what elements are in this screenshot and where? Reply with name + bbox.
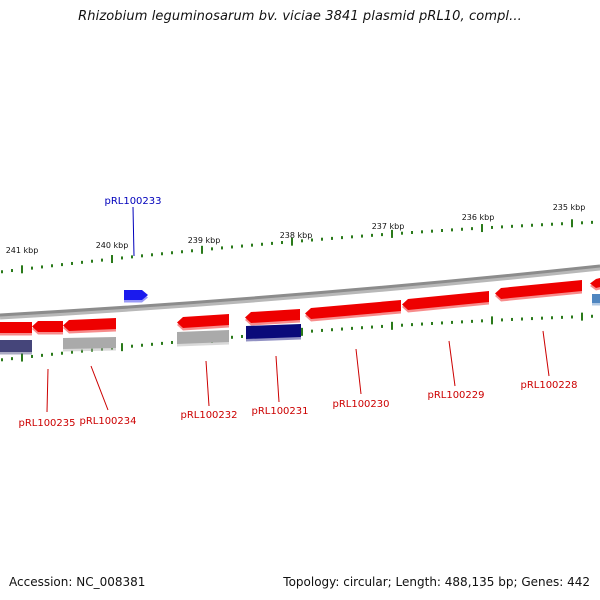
gene-pRL100228[interactable] (495, 280, 582, 302)
plasmid-backbone (0, 264, 600, 320)
kbp-label: 241 kbp (6, 246, 39, 255)
leader-line (90, 365, 109, 411)
leader-line (46, 368, 49, 413)
backbone-shadow (0, 265, 600, 320)
leader-line (448, 340, 456, 387)
kbp-label: 238 kbp (280, 231, 313, 240)
kbp-label: 235 kbp (553, 203, 586, 212)
map-title: Rhizobium leguminosarum bv. viciae 3841 … (78, 9, 522, 24)
gene-pRL100236[interactable] (0, 322, 32, 336)
gene-label-pRL100232[interactable]: pRL100232 (180, 410, 237, 421)
gene-features (0, 278, 600, 355)
gene-pRL100231[interactable] (245, 309, 300, 326)
gene-pRL100233[interactable] (124, 290, 148, 303)
gene-pRL100230[interactable] (305, 300, 401, 322)
gene-pRL100234[interactable] (63, 318, 116, 334)
gene-labels: pRL100233 pRL100235 pRL100234 pRL100232 pRL1… (18, 196, 577, 429)
leader-line (355, 348, 362, 395)
summary-text: Topology: circular; Length: 488,135 bp; … (283, 575, 590, 589)
gene-label-pRL100229[interactable]: pRL100229 (427, 390, 484, 401)
gene-steel-block[interactable] (592, 294, 600, 306)
gene-label-pRL100235[interactable]: pRL100235 (18, 418, 75, 429)
gene-label-pRL100234[interactable]: pRL100234 (79, 416, 136, 427)
kbp-label: 236 kbp (462, 213, 495, 222)
label-leader-lines (46, 206, 550, 413)
accession-text: Accession: NC_008381 (9, 575, 146, 589)
gene-pRL100227[interactable] (590, 278, 600, 291)
leader-line (132, 206, 135, 257)
gene-grey-block-1[interactable] (63, 337, 116, 352)
gene-pRL100235[interactable] (32, 321, 63, 335)
gene-slate-block[interactable] (0, 340, 32, 355)
leader-line (542, 330, 550, 377)
gene-label-pRL100230[interactable]: pRL100230 (332, 399, 389, 410)
kbp-label: 237 kbp (372, 222, 405, 231)
gene-pRL100232[interactable] (177, 314, 229, 331)
gene-label-pRL100228[interactable]: pRL100228 (520, 380, 577, 391)
kbp-label: 239 kbp (188, 236, 221, 245)
gene-navy-block[interactable] (246, 324, 301, 342)
gene-pRL100229[interactable] (402, 291, 489, 313)
gene-grey-block-2[interactable] (177, 330, 229, 347)
kbp-labels: 241 kbp 240 kbp 239 kbp 238 kbp 237 kbp 236 k… (6, 203, 586, 255)
gene-label-pRL100231[interactable]: pRL100231 (251, 406, 308, 417)
top-tick-row (1, 219, 593, 274)
leader-line (275, 355, 280, 403)
leader-line (205, 360, 210, 407)
kbp-label: 240 kbp (96, 241, 129, 250)
gene-label-pRL100233[interactable]: pRL100233 (104, 196, 161, 207)
backbone-line (0, 264, 600, 317)
